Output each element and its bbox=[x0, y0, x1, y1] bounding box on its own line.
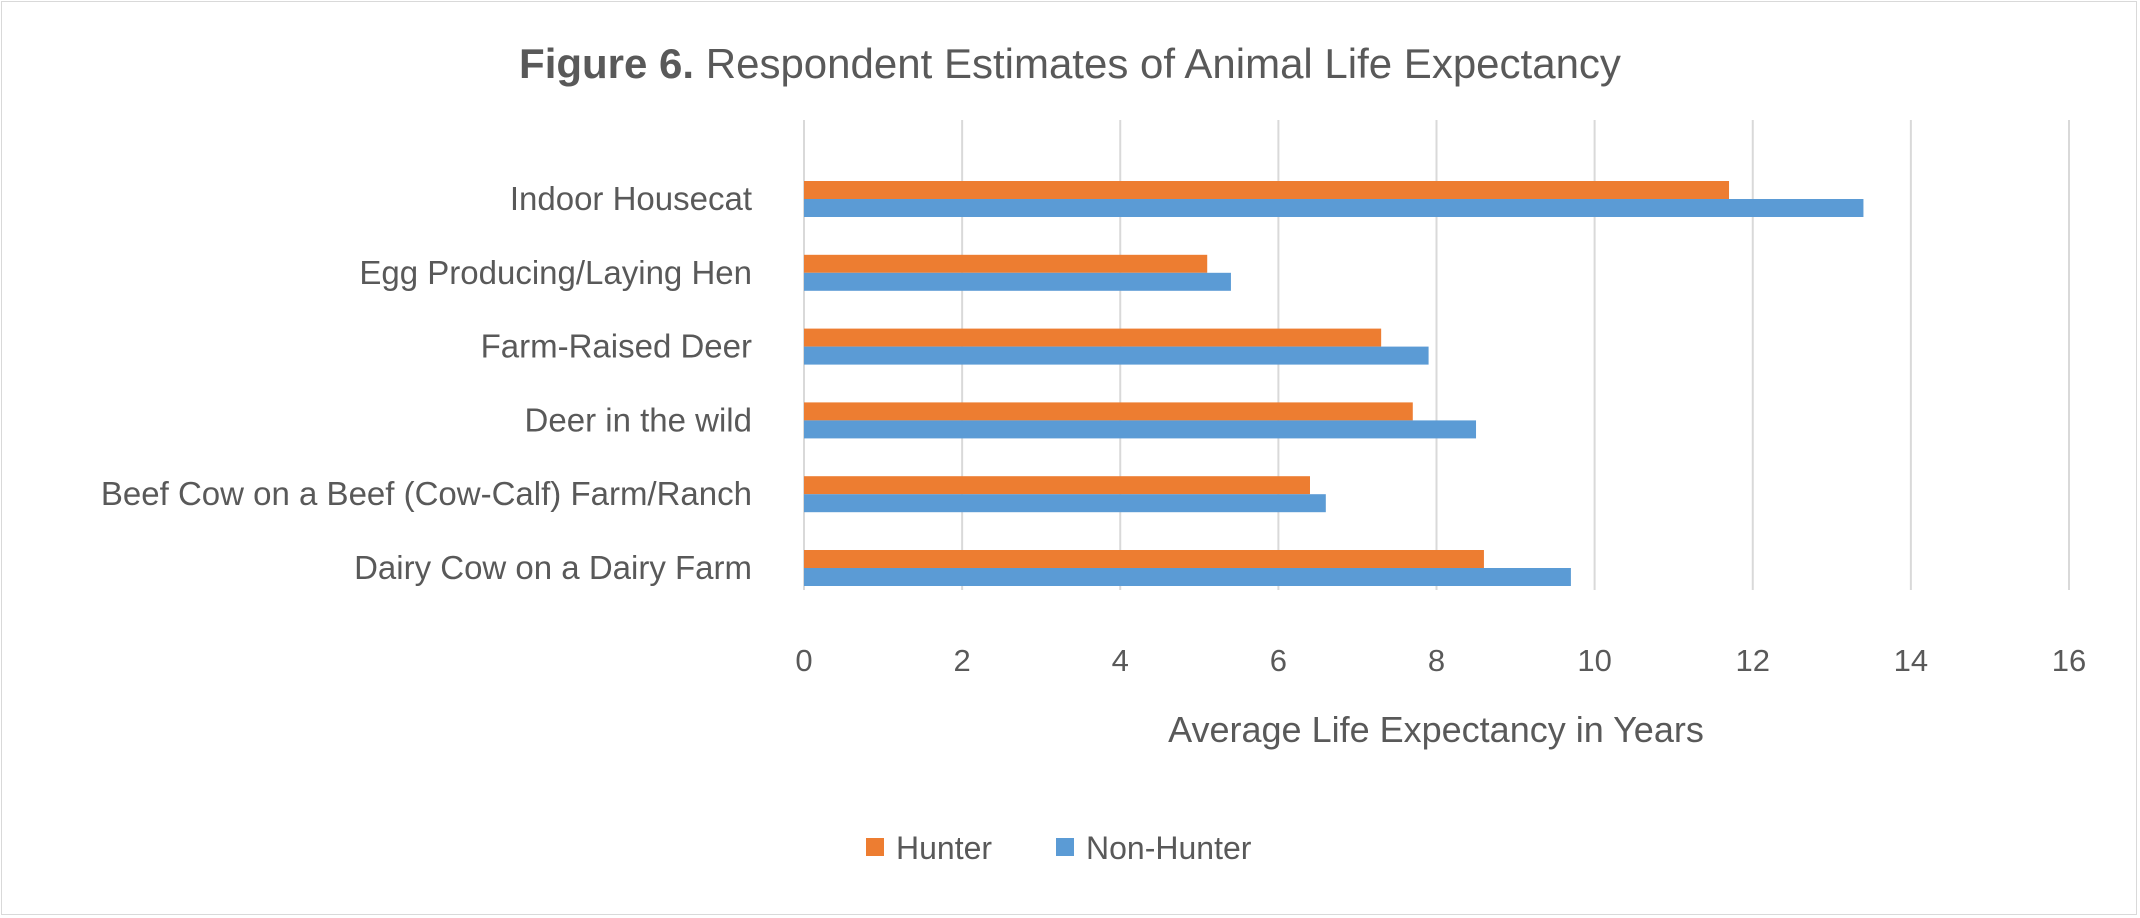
x-tick-label: 14 bbox=[1894, 643, 1928, 678]
bar-hunter bbox=[804, 402, 1413, 421]
bar-non-hunter bbox=[804, 346, 1429, 365]
chart-title: Figure 6. Respondent Estimates of Animal… bbox=[0, 40, 2140, 88]
x-tick-label: 8 bbox=[1428, 643, 1445, 678]
category-label: Egg Producing/Laying Hen bbox=[359, 254, 752, 291]
x-tick-label: 12 bbox=[1736, 643, 1770, 678]
bar-hunter bbox=[804, 181, 1730, 199]
x-tick-label: 10 bbox=[1577, 643, 1611, 678]
x-axis-title: Average Life Expectancy in Years bbox=[1168, 709, 1704, 750]
bar-hunter bbox=[804, 476, 1310, 495]
title-text: Respondent Estimates of Animal Life Expe… bbox=[694, 40, 1621, 87]
x-tick-label: 4 bbox=[1112, 643, 1129, 678]
bar-hunter bbox=[804, 328, 1382, 347]
bar-hunter bbox=[804, 254, 1208, 273]
category-label: Indoor Housecat bbox=[510, 180, 752, 217]
legend-label: Hunter bbox=[896, 830, 992, 866]
x-tick-label: 2 bbox=[954, 643, 971, 678]
bar-non-hunter bbox=[804, 272, 1231, 291]
legend-swatch-hunter bbox=[866, 838, 884, 856]
figure-label: Figure 6. bbox=[519, 40, 695, 87]
x-tick-label: 16 bbox=[2052, 643, 2086, 678]
category-label: Farm-Raised Deer bbox=[481, 328, 752, 365]
bar-non-hunter bbox=[804, 494, 1326, 513]
x-tick-label: 6 bbox=[1270, 643, 1287, 678]
category-label: Deer in the wild bbox=[525, 401, 752, 438]
category-label: Dairy Cow on a Dairy Farm bbox=[354, 549, 752, 586]
bar-non-hunter bbox=[804, 568, 1571, 586]
bar-hunter bbox=[804, 550, 1484, 568]
bar-non-hunter bbox=[804, 420, 1477, 439]
legend-label: Non-Hunter bbox=[1086, 830, 1252, 866]
category-label: Beef Cow on a Beef (Cow-Calf) Farm/Ranch bbox=[101, 475, 752, 512]
legend-swatch-non-hunter bbox=[1056, 838, 1074, 856]
x-tick-label: 0 bbox=[795, 643, 812, 678]
bar-non-hunter bbox=[804, 199, 1864, 217]
